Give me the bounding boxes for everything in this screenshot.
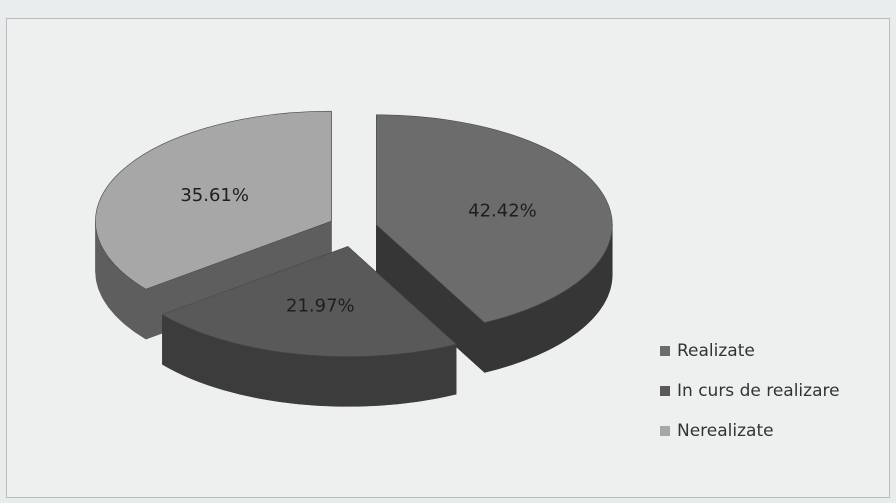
slice-in-curs bbox=[161, 245, 457, 407]
legend-label-in-curs: In curs de realizare bbox=[677, 381, 840, 401]
data-label-in-curs: 21.97% bbox=[286, 296, 355, 317]
data-label-realizate: 42.42% bbox=[468, 201, 537, 222]
slice-realizate bbox=[376, 114, 613, 374]
legend-swatch-nerealizate bbox=[660, 426, 670, 436]
legend-item-in-curs: In curs de realizare bbox=[660, 379, 840, 403]
slice-top-nerealizate bbox=[95, 110, 332, 290]
data-label-nerealizate: 35.61% bbox=[180, 185, 249, 206]
legend-label-nerealizate: Nerealizate bbox=[677, 421, 774, 441]
legend-swatch-realizate bbox=[660, 346, 670, 356]
slice-top-in-curs bbox=[161, 246, 457, 357]
legend-item-nerealizate: Nerealizate bbox=[660, 419, 840, 443]
legend-item-realizate: Realizate bbox=[660, 339, 840, 363]
pie-chart: 42.42% 21.97% 35.61% bbox=[95, 110, 613, 407]
legend-label-realizate: Realizate bbox=[677, 341, 755, 361]
legend: Realizate In curs de realizare Nerealiza… bbox=[660, 339, 840, 459]
slice-top-realizate bbox=[376, 114, 613, 323]
legend-swatch-in-curs bbox=[660, 386, 670, 396]
chart-area: 42.42% 21.97% 35.61% Realizate In curs de … bbox=[6, 18, 890, 498]
